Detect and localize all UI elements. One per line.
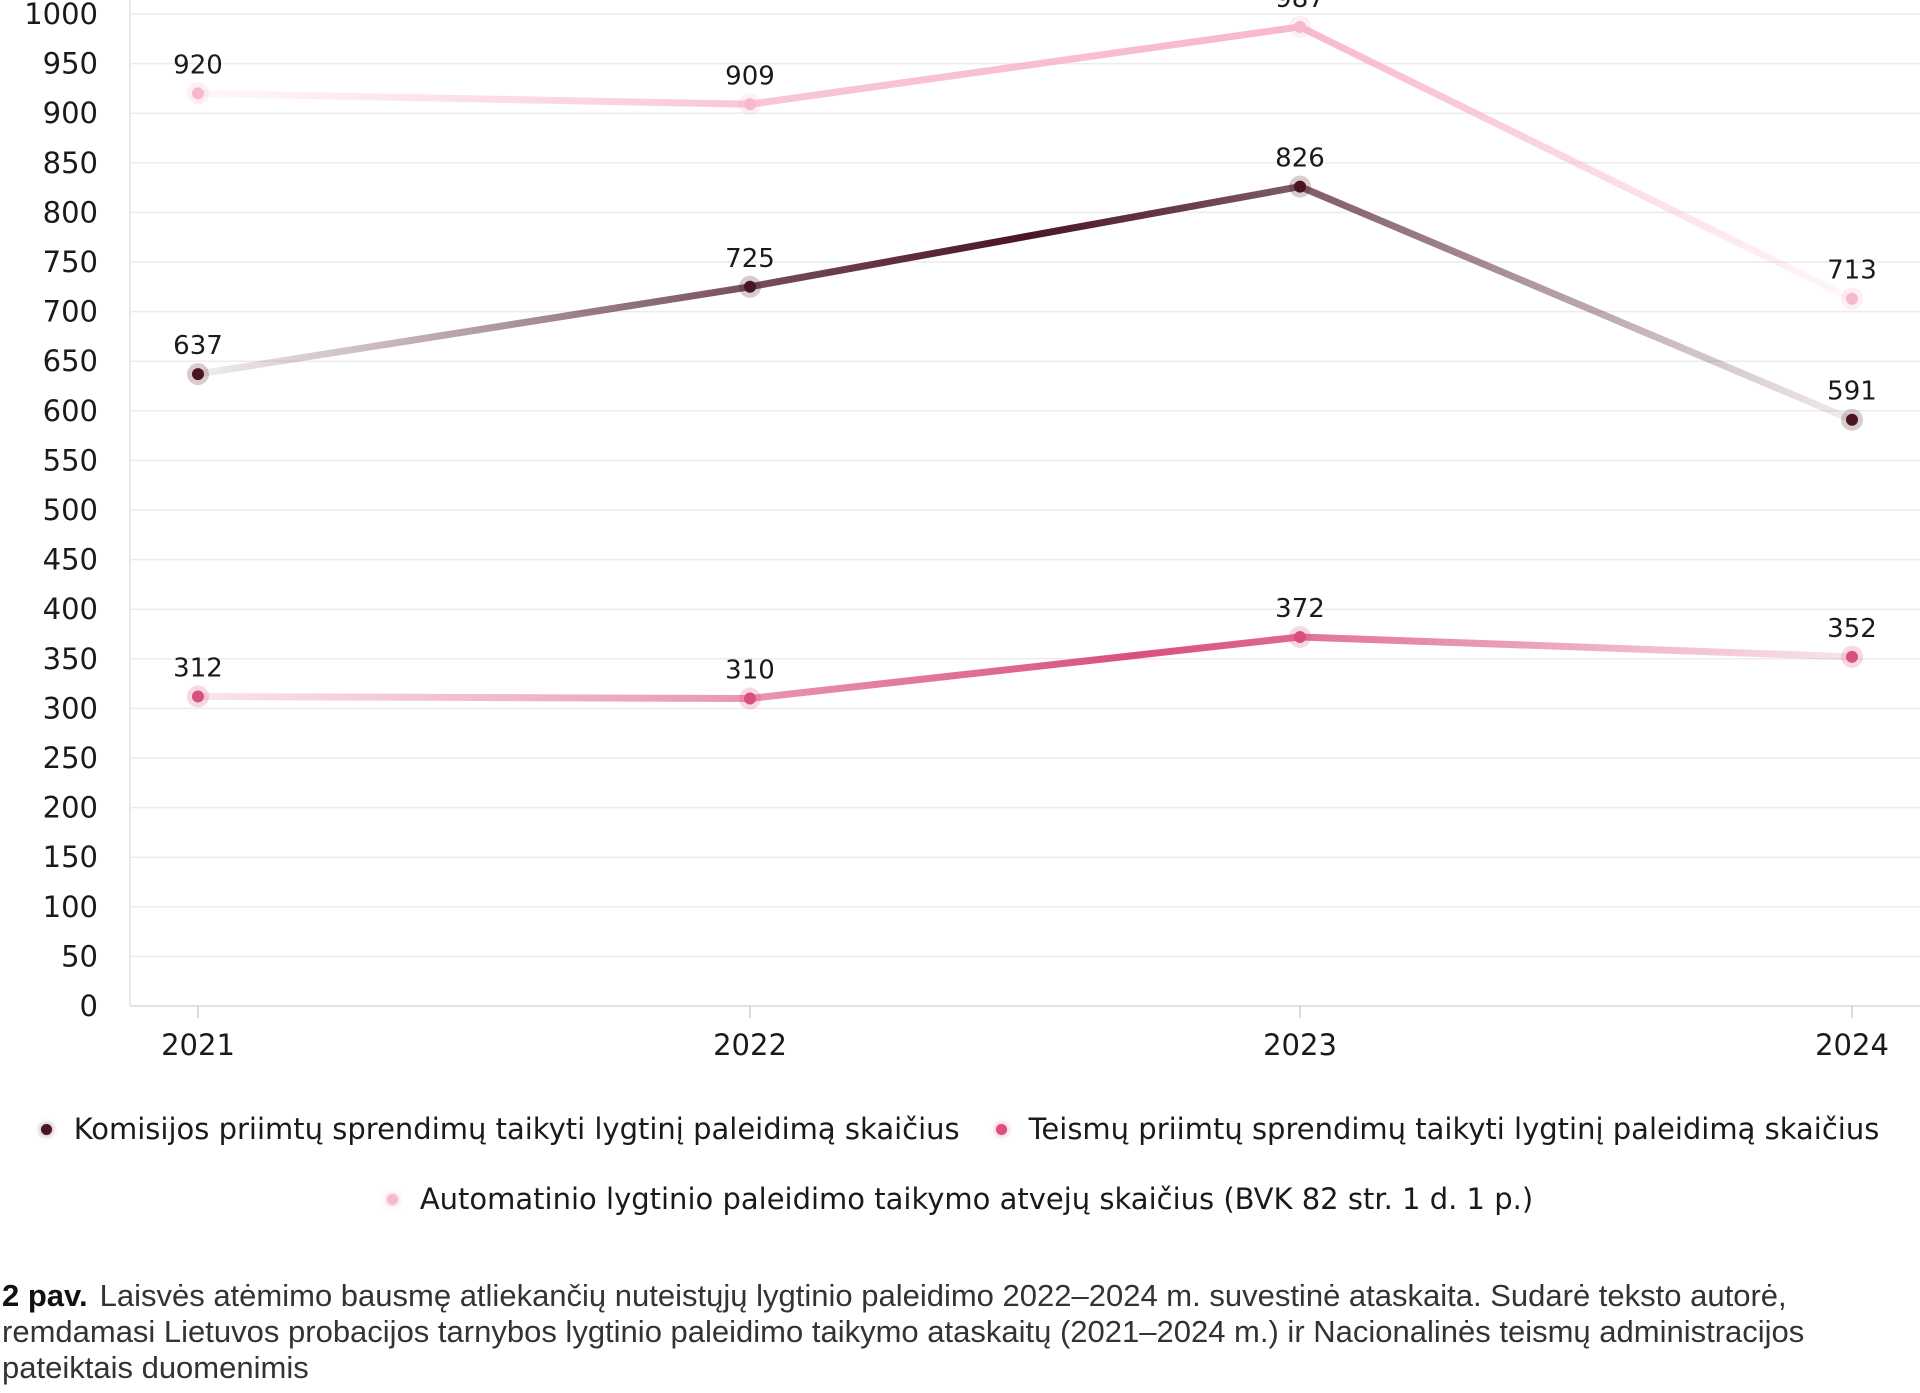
y-tick-label: 850 [43,146,98,180]
data-point-court-2023 [1294,630,1306,643]
series-commission-segment-1 [746,183,1304,291]
legend-dot-court [995,1123,1007,1135]
y-tick-label: 250 [43,741,98,775]
data-point-court-2021 [192,690,204,703]
data-label-court-2023: 372 [1275,594,1325,624]
y-tick-label: 950 [43,47,98,81]
data-point-auto-2023 [1294,20,1306,33]
data-point-commission-2024 [1846,413,1858,426]
y-tick-label: 300 [43,691,98,725]
y-tick-label: 50 [61,939,98,973]
data-label-commission-2023: 826 [1275,144,1325,174]
series-lines [194,23,1856,702]
y-tick-label: 550 [43,443,98,477]
x-tick-label: 2021 [161,1028,235,1062]
y-tick-label: 400 [43,592,98,626]
data-point-court-2022 [744,692,756,705]
y-tick-label: 450 [43,543,98,577]
data-labels: 637 725 826 591 312 310 372 352 920 909 987 713 [173,0,1877,685]
legend-label-commission: Komisijos priimtų sprendimų taikyti lygt… [73,1112,960,1146]
data-label-court-2022: 310 [725,655,775,685]
series-auto-segment-2 [1296,23,1856,303]
legend-label-court: Teismų priimtų sprendimų taikyti lygtinį… [1028,1112,1880,1146]
data-label-auto-2023: 987 [1275,0,1325,14]
y-axis: 0 50 100 150 200 250 300 350 400 450 500 550 600 650 7… [24,0,131,1023]
legend-item-auto: Automatinio lygtinio paleidimo taikymo a… [386,1182,1534,1216]
data-point-court-2024 [1846,650,1858,663]
data-label-court-2024: 352 [1827,614,1877,644]
y-tick-label: 0 [80,989,98,1023]
data-point-auto-2021 [192,87,204,100]
series-court-segment-1 [746,633,1304,702]
grid-lines [130,13,1920,1007]
legend-row-2: Automatinio lygtinio paleidimo taikymo a… [0,1182,1920,1216]
y-tick-label: 200 [43,791,98,825]
legend-dot-commission [40,1123,52,1135]
series-commission-segment-0 [194,283,754,378]
legend-dot-auto [386,1193,398,1205]
series-court-segment-0 [194,692,754,702]
y-tick-label: 800 [43,195,98,229]
data-point-auto-2024 [1846,292,1858,305]
y-tick-label: 700 [43,295,98,329]
y-tick-label: 1000 [24,0,98,31]
data-point-auto-2022 [744,98,756,111]
x-tick-label: 2024 [1815,1028,1889,1062]
figure-label: 2 pav. [2,1278,88,1313]
legend-item-court: Teismų priimtų sprendimų taikyti lygtinį… [995,1112,1880,1146]
x-axis: 2021 2022 2023 2024 [130,1005,1920,1062]
y-tick-label: 350 [43,642,98,676]
data-label-court-2021: 312 [173,653,223,683]
y-tick-label: 650 [43,344,98,378]
figure-caption-text: Laisvės atėmimo bausmę atliekančių nutei… [2,1278,1805,1385]
data-label-commission-2024: 591 [1827,377,1877,407]
x-tick-label: 2022 [713,1028,787,1062]
data-point-commission-2021 [192,368,204,381]
series-auto-segment-0 [194,89,754,108]
series-auto-segment-1 [746,23,1304,108]
data-points [187,15,1863,710]
y-tick-label: 750 [43,245,98,279]
data-label-auto-2022: 909 [725,61,775,91]
data-point-commission-2023 [1294,180,1306,193]
data-point-commission-2022 [744,280,756,293]
data-label-auto-2021: 920 [173,50,223,80]
legend-item-commission: Komisijos priimtų sprendimų taikyti lygt… [40,1112,960,1146]
x-tick-label: 2023 [1263,1028,1337,1062]
legend-row-1: Komisijos priimtų sprendimų taikyti lygt… [0,1112,1920,1146]
y-tick-label: 100 [43,890,98,924]
series-commission-segment-2 [1296,183,1856,424]
y-tick-label: 500 [43,493,98,527]
data-label-commission-2021: 637 [173,331,223,361]
y-tick-label: 900 [43,96,98,130]
figure-caption: 2 pav. Laisvės atėmimo bausmę atliekančių… [2,1278,1918,1386]
series-court-segment-2 [1296,633,1856,661]
y-tick-label: 150 [43,840,98,874]
legend-label-auto: Automatinio lygtinio paleidimo taikymo a… [419,1182,1534,1216]
y-tick-label: 600 [43,394,98,428]
data-label-auto-2024: 713 [1827,256,1877,286]
line-chart: 0 50 100 150 200 250 300 350 400 450 500 550 600 650 7… [24,0,1920,1062]
data-label-commission-2022: 725 [725,244,775,274]
